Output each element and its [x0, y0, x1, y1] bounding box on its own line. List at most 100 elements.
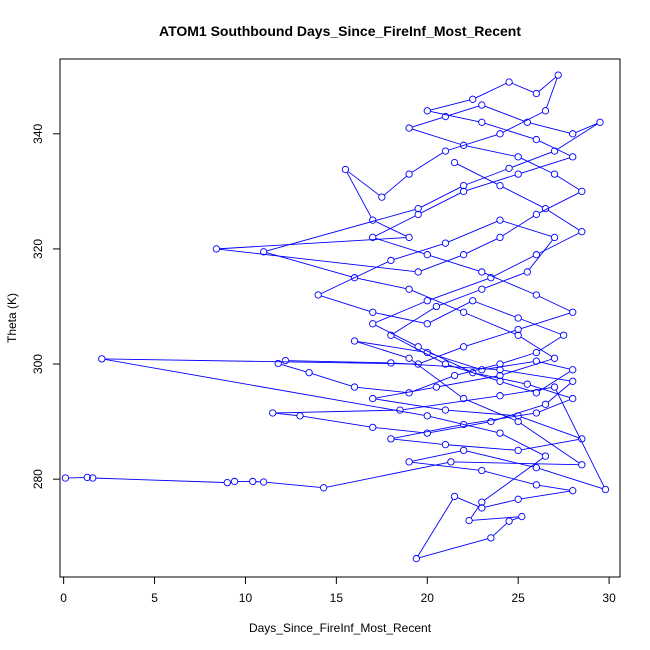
- series-line-segment: [347, 171, 380, 196]
- series-line-segment: [484, 122, 534, 140]
- series-line-segment: [503, 369, 570, 382]
- y-tick-label: 320: [31, 239, 45, 259]
- data-point: [514, 495, 522, 503]
- data-point: [541, 107, 550, 115]
- series-line-segment: [411, 376, 452, 393]
- series-line-segment: [375, 312, 425, 324]
- series-line-segment: [312, 373, 352, 387]
- series-line-segment: [411, 152, 443, 173]
- data-point: [259, 248, 268, 256]
- data-point: [459, 446, 468, 455]
- data-point: [523, 380, 531, 388]
- series-line-segment: [484, 457, 544, 501]
- data-point: [89, 474, 97, 482]
- data-point: [514, 446, 522, 455]
- series-line-segment: [219, 248, 416, 273]
- data-point: [532, 210, 541, 219]
- series-line-segment: [266, 481, 321, 488]
- series-line-segment: [575, 123, 598, 133]
- y-tick-label: 280: [31, 469, 45, 489]
- data-point: [249, 477, 257, 486]
- series-line-segment: [417, 498, 454, 557]
- data-point: [550, 233, 559, 242]
- data-point: [496, 233, 504, 242]
- series-line-segment: [520, 423, 580, 464]
- data-point: [414, 204, 422, 213]
- data-point: [532, 135, 541, 144]
- series-line-segment: [502, 186, 543, 208]
- series-line-segment: [539, 399, 570, 413]
- series-line-segment: [547, 209, 580, 231]
- data-point: [387, 359, 395, 367]
- data-point: [230, 477, 239, 486]
- series-line-segment: [502, 220, 552, 237]
- series-line-segment: [430, 99, 470, 111]
- data-point: [450, 492, 459, 501]
- data-point: [514, 153, 522, 161]
- series-line-segment: [288, 360, 388, 364]
- x-tick-label: 5: [151, 591, 158, 605]
- chart-title: ATOM1 Southbound Days_Since_FireInf_Most…: [159, 23, 521, 39]
- series-line-segment: [448, 220, 498, 243]
- data-point: [478, 498, 486, 506]
- y-axis-label: Theta (K): [5, 293, 19, 343]
- data-point: [505, 517, 513, 525]
- data-point: [83, 473, 91, 482]
- series-line-segment: [421, 255, 461, 272]
- series-line-segment: [521, 416, 579, 439]
- series-line-segment: [528, 239, 553, 270]
- data-point: [447, 458, 455, 466]
- data-point: [541, 204, 550, 213]
- data-point: [554, 71, 562, 79]
- data-point: [396, 406, 404, 414]
- series-line-segment: [475, 82, 507, 99]
- series-line-segment: [429, 301, 471, 323]
- data-point: [378, 193, 386, 201]
- series-line-segment: [275, 412, 297, 416]
- x-axis-label: Days_Since_FireInf_Most_Recent: [249, 621, 432, 635]
- series-line-segment: [412, 450, 461, 462]
- series-line-segment: [439, 289, 479, 306]
- data-point: [478, 366, 486, 374]
- data-point: [469, 369, 477, 377]
- data-point: [532, 291, 541, 299]
- series-line-segment: [375, 387, 434, 399]
- data-point: [459, 187, 468, 196]
- series-line-segment: [420, 347, 471, 372]
- series-line-segment: [375, 221, 407, 237]
- data-point: [569, 487, 577, 495]
- data-point: [569, 366, 577, 374]
- data-point: [578, 187, 586, 196]
- series-line-segment: [448, 105, 479, 117]
- series-line-segment: [326, 462, 448, 488]
- data-point: [514, 170, 522, 178]
- data-point: [459, 343, 468, 351]
- series-line-segment: [357, 341, 407, 358]
- data-point: [569, 308, 577, 316]
- series-line-segment: [511, 517, 519, 521]
- series-line-segment: [484, 499, 516, 508]
- series-line-segment: [521, 490, 570, 500]
- data-point: [532, 251, 541, 259]
- series-line-segment: [538, 76, 557, 92]
- data-point: [441, 147, 450, 155]
- data-point: [305, 369, 313, 377]
- data-point: [532, 481, 541, 489]
- data-point: [487, 534, 495, 542]
- data-point: [541, 400, 550, 408]
- data-point: [532, 409, 541, 417]
- series-line-segment: [421, 347, 461, 364]
- series-line-segment: [419, 538, 488, 559]
- data-point: [314, 291, 322, 299]
- data-point: [487, 417, 495, 426]
- data-point: [414, 268, 422, 276]
- series-line-segment: [520, 157, 552, 174]
- data-layer: [61, 71, 610, 563]
- series-line-segment: [546, 77, 558, 108]
- x-tick-label: 30: [602, 591, 616, 605]
- data-point: [459, 251, 468, 259]
- series-line-segment: [557, 175, 580, 191]
- series-line-segment: [538, 371, 571, 392]
- series-line-segment: [475, 301, 516, 318]
- data-point: [423, 107, 431, 115]
